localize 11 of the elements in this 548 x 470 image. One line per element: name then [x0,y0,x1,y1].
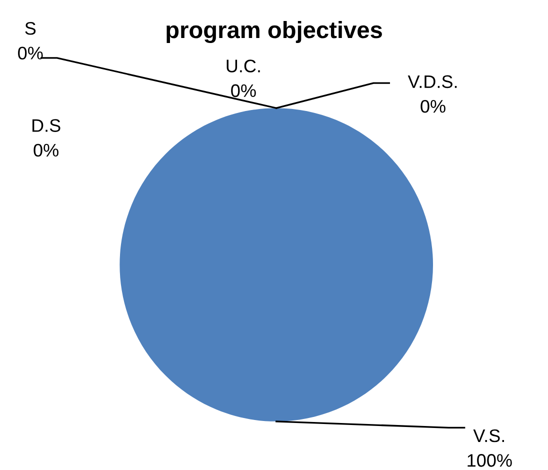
category-label: S [25,22,36,35]
category-label: V.D.S. [408,75,457,88]
chart-title: program objectives [166,20,382,44]
text: 0% [18,46,43,60]
category-label: D.S [32,119,60,132]
category-label: U.C. [226,60,260,72]
text: 0% [34,144,58,157]
slice-label: V.S. [473,429,504,442]
data-label: 100% [468,454,512,467]
text: 0% [420,100,446,113]
text: 0% [231,84,256,98]
